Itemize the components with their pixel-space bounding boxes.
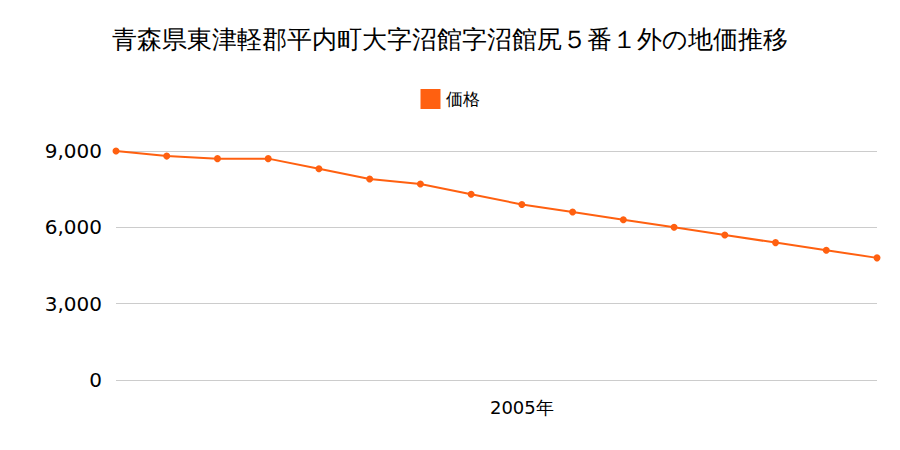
svg-text:6,000: 6,000 bbox=[45, 215, 102, 239]
svg-text:0: 0 bbox=[89, 368, 102, 392]
svg-text:9,000: 9,000 bbox=[45, 139, 102, 163]
svg-text:価格: 価格 bbox=[446, 89, 480, 109]
svg-text:2005年: 2005年 bbox=[490, 397, 554, 418]
svg-text:青森県東津軽郡平内町大字沼館字沼館尻５番１外の地価推移: 青森県東津軽郡平内町大字沼館字沼館尻５番１外の地価推移 bbox=[112, 25, 788, 54]
svg-text:3,000: 3,000 bbox=[45, 292, 102, 316]
